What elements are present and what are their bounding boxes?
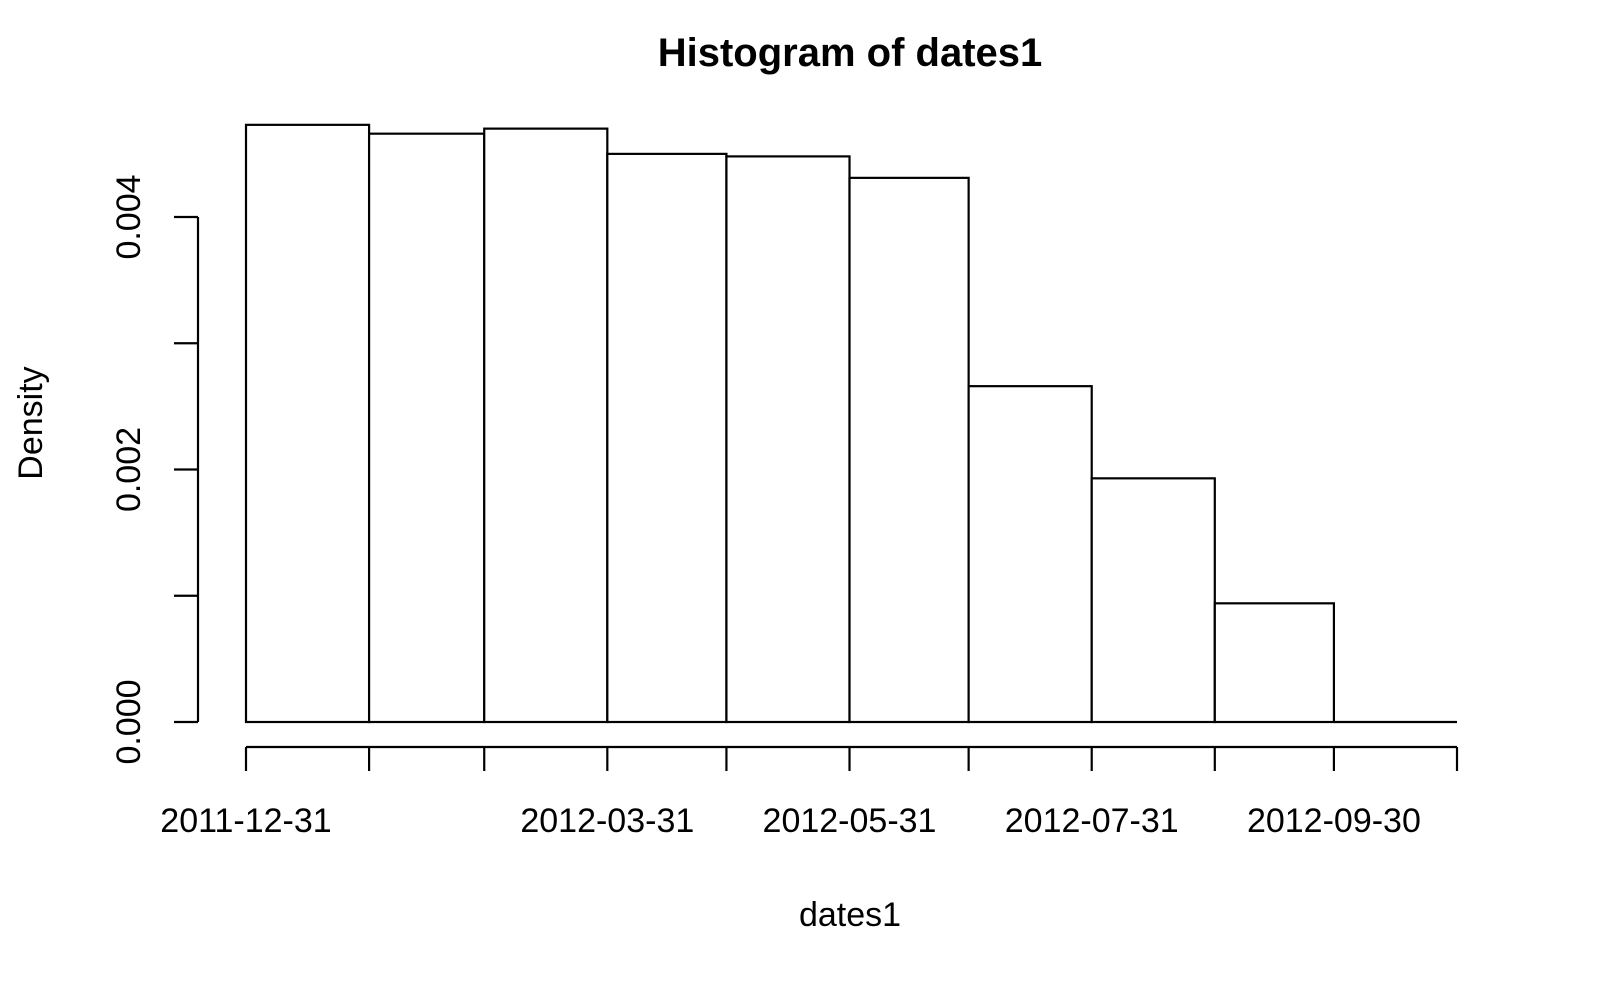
x-tick-label: 2012-05-31 [763,802,937,840]
y-tick-label: 0.004 [110,174,148,259]
histogram-bar [606,152,728,724]
x-tick-label: 2011-12-31 [160,802,331,840]
y-axis: 0.000 0.002 0.004 [110,174,200,765]
y-tick-label: 0.000 [110,679,148,764]
x-tick-label: 2012-09-30 [1247,802,1421,840]
bars-group [244,123,1457,724]
x-tick-label: 2012-07-31 [1005,802,1179,840]
x-axis: 2011-12-31 2012-03-31 2012-05-31 2012-07-31… [160,745,1459,840]
histogram-bar [1090,477,1216,724]
y-tick-label: 0.002 [110,427,148,512]
histogram-bar [1213,602,1336,724]
histogram-bar [483,127,609,724]
histogram-bar [967,385,1093,724]
x-tick-label: 2012-03-31 [520,802,694,840]
histogram-bar [367,132,486,724]
histogram-bar [244,123,371,724]
x-axis-label: dates1 [799,896,901,934]
histogram-bar [848,176,970,724]
histogram-bar [725,155,851,724]
y-axis-label: Density [12,366,50,479]
chart-title: Histogram of dates1 [658,31,1043,75]
